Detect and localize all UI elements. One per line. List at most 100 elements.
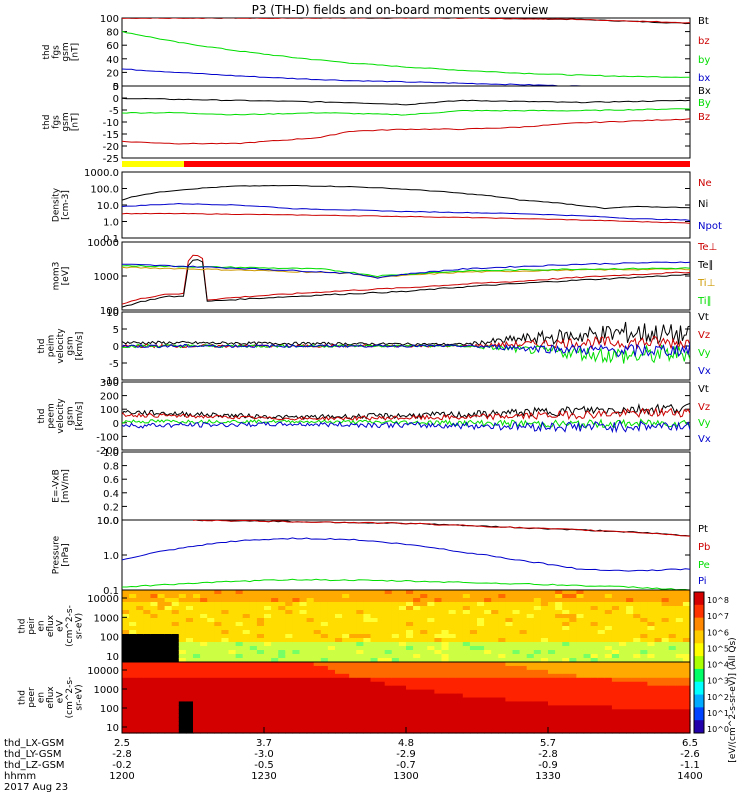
y-tick-label: 80 — [106, 28, 119, 39]
legend-Bt: Bt — [698, 16, 709, 27]
series-line-Te — [122, 254, 690, 305]
colorbar-segment — [694, 656, 704, 670]
y-tick-label: -10 — [103, 118, 119, 129]
series-line-Pb — [192, 520, 690, 537]
panel-pressure: 10.0 1.0 0.1 Pressure[nPa] Pt Pb Pe Pi — [51, 516, 710, 597]
y-axis-label: thdpeirenefluxeV(cm^2-s-sr-eV) — [18, 605, 85, 647]
y-tick-label: -5 — [109, 106, 119, 117]
legend-Te: Te⊥ — [697, 242, 717, 253]
legend-Te: Te∥ — [697, 260, 714, 271]
y-tick-label: 100 — [100, 405, 119, 416]
ephemeris-value: -0.2 — [112, 760, 132, 771]
ephemeris-value: 1230 — [251, 771, 276, 782]
colorbar-tick-label: 10^3 — [707, 677, 729, 686]
date-label: 2017 Aug 23 — [4, 782, 68, 793]
y-tick-label: 10.0 — [97, 516, 119, 527]
y-tick-label: 10 — [106, 308, 119, 319]
ephemeris-value: -2.9 — [396, 749, 416, 760]
y-tick-label: 10.0 — [97, 201, 119, 212]
legend-Ti: Ti⊥ — [697, 278, 715, 289]
y-tick-label: 0.1 — [103, 234, 119, 245]
ephemeris-value: -2.8 — [112, 749, 132, 760]
panels-group: 100806040200thdfgsgsm[nT]Btbzbybx50-5-10… — [37, 14, 722, 597]
panel-fgs-top: 100 80 60 40 20 0 thdfgsgsm[nT] Bt bz by bx — [42, 14, 711, 93]
series-line-Ne — [122, 212, 690, 224]
legend-Vz: Vz — [698, 402, 710, 413]
ephemeris-value: -0.5 — [254, 760, 274, 771]
x-axis: 2.5 3.7 4.8 5.7 6.5 — [114, 727, 698, 749]
y-tick-label: 0.1 — [103, 586, 119, 597]
y-tick-label: -100 — [96, 432, 119, 443]
series-line-Pi — [122, 537, 690, 572]
colorbar-segment — [694, 707, 704, 721]
y-tick-label: 200 — [100, 392, 119, 403]
ephemeris-value: -0.9 — [538, 760, 558, 771]
y-tick-label: 1000.0 — [84, 168, 119, 179]
y-tick-label: -200 — [96, 446, 119, 457]
series-line-Te — [122, 259, 690, 308]
legend-Pt: Pt — [698, 524, 708, 535]
footer-ephemeris: thd_LX-GSM -2.8 -3.0 -2.9 -2.8 -2.6 thd_LY-GSM… — [4, 738, 703, 793]
legend-Vz: Vz — [698, 330, 710, 341]
legend-Ne: Ne — [698, 178, 712, 189]
y-tick-label: -15 — [103, 130, 119, 141]
series-line-Bx — [122, 97, 690, 106]
y-axis-label: Pressure[nPa] — [51, 535, 71, 574]
y-tick-label: -20 — [103, 142, 119, 153]
ephemeris-row-label: thd_LY-GSM — [4, 749, 61, 760]
y-axis-label: thdpeimvelocitygsm[km/s] — [37, 328, 85, 364]
y-tick-label: 0.8 — [103, 462, 119, 473]
y-tick-label: -10 — [103, 376, 119, 387]
series-line-Npot — [122, 202, 690, 221]
legend-Vy: Vy — [698, 418, 711, 429]
legend-Vy: Vy — [698, 348, 711, 359]
colorbar-segment — [694, 720, 704, 734]
legend-Ti: Ti∥ — [697, 296, 712, 307]
y-tick-label: 100 — [100, 633, 119, 644]
colorbar-segment — [694, 668, 704, 683]
legend-bz: bz — [698, 36, 710, 47]
quality-flag-bar — [122, 161, 690, 167]
figure-title: P3 (TH-D) fields and on-board moments ov… — [252, 3, 549, 17]
y-axis-label: thdpeemvelocitygsm[km/s] — [37, 398, 85, 434]
x-tick-label: 5.7 — [540, 738, 556, 749]
y-axis-label: Density[cm-3] — [51, 187, 71, 222]
y-axis-label: E=-VxB[mV/m] — [51, 469, 71, 503]
ephemeris-value: -3.0 — [254, 749, 274, 760]
y-tick-label: 60 — [106, 41, 119, 52]
series-line-Ti — [122, 264, 690, 278]
ephemeris-value: 1300 — [393, 771, 418, 782]
legend-bx: bx — [698, 73, 710, 84]
y-tick-label: 40 — [106, 55, 119, 66]
y-tick-label: 5 — [113, 82, 119, 93]
panel-frame — [121, 171, 691, 239]
y-tick-label: 0.6 — [103, 475, 119, 486]
series-line-extra — [122, 261, 690, 279]
y-tick-label: 10000 — [87, 594, 119, 605]
ephemeris-value: -0.7 — [396, 760, 416, 771]
y-tick-label: -5 — [109, 359, 119, 370]
y-tick-label: 0 — [113, 82, 119, 93]
panel-electron-velocity: 300 200 100 0 -100 -200 thdpeemvelocitygsm[km/… — [37, 378, 711, 457]
x-tick-label: 2.5 — [114, 738, 130, 749]
colorbar: 10^8 10^7 10^6 10^5 10^4 10^3 10^2 10^1 10^0 — [693, 591, 729, 734]
y-tick-label: 0.0 — [103, 516, 119, 527]
y-tick-label: 0 — [113, 94, 119, 105]
ephemeris-row-label: thd_LX-GSM — [4, 738, 64, 749]
y-tick-label: 10000 — [87, 238, 119, 249]
y-tick-label: 1000 — [94, 613, 119, 624]
x-tick-label: 3.7 — [256, 738, 272, 749]
series-line-bx — [122, 68, 606, 86]
legend-Bz: Bz — [698, 112, 710, 123]
series-line-Vt — [122, 321, 690, 346]
legend-Pi: Pi — [698, 576, 707, 587]
series-line-Ni — [122, 184, 690, 210]
series-line-Vt — [122, 402, 690, 421]
y-tick-label: 1.0 — [103, 218, 119, 229]
legend-by: by — [698, 55, 710, 66]
colorbar-segment — [694, 694, 704, 708]
ephemeris-value: -1.1 — [680, 760, 700, 771]
series-line-Vx — [122, 342, 690, 358]
colorbar-tick-label: 10^1 — [707, 709, 729, 718]
